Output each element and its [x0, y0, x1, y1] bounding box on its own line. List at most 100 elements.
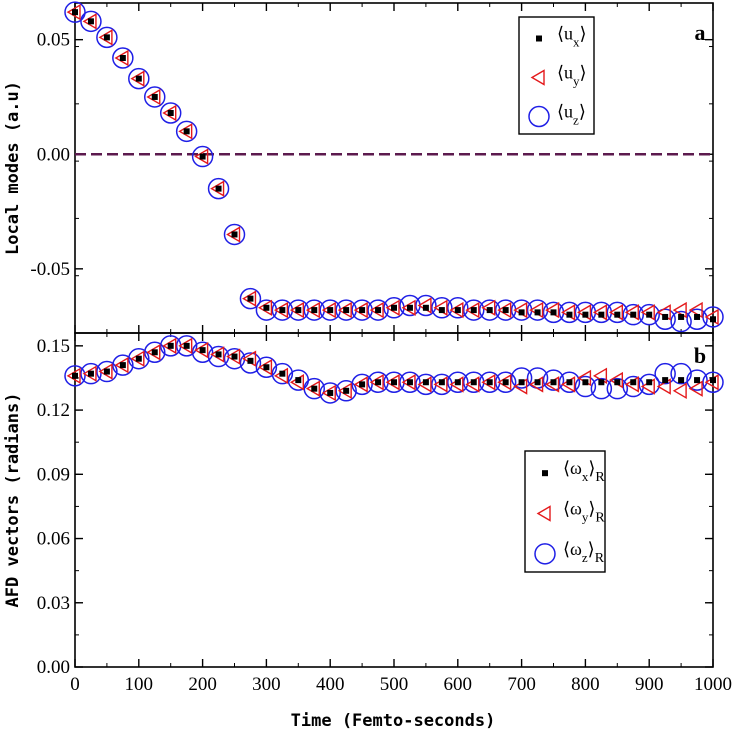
data-point-wz: [702, 371, 724, 393]
data-point-ux: [646, 311, 653, 318]
data-point-ux: [167, 110, 174, 116]
legend-label-y: ⟨uy⟩: [557, 63, 587, 89]
data-point-wy: [162, 337, 177, 355]
data-point-uz: [112, 47, 134, 69]
data-point-wx: [582, 379, 589, 386]
data-point-wz: [128, 347, 150, 370]
y-tick-label: -0.05: [30, 259, 70, 280]
data-point-ux: [151, 93, 158, 100]
data-point-ux: [598, 311, 605, 318]
data-point-wx: [119, 362, 126, 369]
data-point-wy: [401, 374, 416, 391]
data-point-uy: [114, 49, 129, 67]
x-tick-label: 300: [252, 674, 281, 695]
x-tick-label: 900: [635, 674, 664, 695]
y-tick-label: 0.00: [37, 144, 70, 165]
x-tick-label: 500: [380, 674, 409, 695]
series-wx: [72, 342, 716, 396]
data-point-ux: [247, 295, 254, 302]
data-point-uz: [463, 299, 485, 321]
data-point-ux: [375, 307, 382, 314]
data-point-uy: [178, 123, 193, 140]
data-point-ux: [614, 311, 621, 318]
data-point-wz: [319, 382, 341, 404]
data-point-wx: [391, 379, 397, 386]
data-point-wx: [343, 387, 350, 394]
data-point-ux: [662, 313, 669, 320]
data-point-uz: [670, 310, 692, 333]
data-point-wy: [146, 344, 161, 361]
data-point-uy: [162, 104, 177, 122]
data-point-wx: [151, 349, 158, 356]
data-point-wx: [247, 357, 254, 364]
data-point-wz: [399, 371, 421, 393]
data-point-wz: [112, 354, 134, 376]
x-tick-label: 400: [316, 674, 345, 695]
data-point-wx: [630, 379, 637, 386]
series-uz: [64, 1, 724, 333]
data-point-ux: [486, 307, 493, 314]
data-point-ux: [263, 304, 270, 311]
data-point-uz: [96, 26, 118, 49]
data-point-uz: [128, 67, 150, 90]
y-tick-label: 0.03: [37, 593, 70, 614]
data-point-uy: [688, 301, 703, 319]
data-point-ux: [406, 304, 413, 311]
data-point-wy: [226, 348, 241, 365]
data-point-ux: [311, 307, 318, 314]
data-point-ux: [710, 316, 716, 323]
data-point-wx: [199, 347, 206, 354]
legend-label-x: ⟨ωx⟩R: [563, 458, 605, 485]
data-point-ux: [183, 128, 190, 135]
data-point-wy: [688, 380, 703, 397]
data-point-wz: [175, 335, 198, 357]
legend-marker-z: [534, 543, 556, 565]
data-point-wx: [646, 379, 653, 386]
data-point-ux: [422, 304, 429, 311]
data-point-ux: [630, 311, 637, 318]
data-point-ux: [231, 231, 238, 238]
data-point-wz: [494, 371, 517, 393]
data-point-uz: [654, 308, 676, 330]
data-point-wz: [670, 362, 692, 385]
data-point-wx: [518, 379, 525, 386]
y-tick-label: 0.15: [37, 336, 70, 357]
data-point-uy: [321, 301, 336, 319]
data-point-uy: [497, 301, 512, 319]
series-ux: [72, 9, 716, 323]
data-point-wy: [114, 356, 129, 374]
x-tick-label: 700: [507, 674, 536, 695]
data-point-uy: [369, 301, 384, 319]
data-point-uy: [98, 29, 113, 46]
data-point-uy: [449, 301, 464, 319]
data-point-uz: [223, 223, 246, 246]
data-point-wy: [178, 337, 193, 355]
data-point-ux: [279, 307, 286, 314]
data-point-uy: [130, 70, 145, 87]
data-point-wy: [481, 374, 496, 391]
data-point-wx: [279, 370, 286, 377]
legend: ⟨ux⟩ ⟨uy⟩ ⟨uz⟩: [518, 16, 595, 135]
data-point-wx: [87, 370, 94, 377]
data-point-ux: [199, 153, 206, 160]
legend-box: [524, 450, 606, 573]
data-point-wx: [422, 379, 429, 386]
data-point-ux: [87, 18, 94, 25]
data-point-uy: [273, 301, 289, 319]
legend-label-x: ⟨ux⟩: [557, 24, 587, 50]
data-point-uy: [353, 301, 368, 319]
data-point-wz: [574, 375, 597, 398]
data-point-wz: [335, 380, 357, 402]
legend-label-z: ⟨ωz⟩R: [563, 539, 605, 566]
data-point-wz: [590, 377, 613, 400]
data-point-wx: [103, 368, 110, 375]
legend: ⟨ωx⟩R ⟨ωy⟩R ⟨ωz⟩R: [524, 450, 606, 573]
legend-marker-x: [542, 470, 548, 477]
data-point-wx: [406, 379, 413, 386]
x-tick-label: 100: [125, 674, 154, 695]
data-point-wx: [678, 377, 685, 384]
data-point-uz: [447, 297, 469, 319]
x-tick-label: 1000: [694, 674, 732, 695]
